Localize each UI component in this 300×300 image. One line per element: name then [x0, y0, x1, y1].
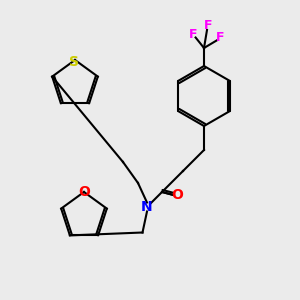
Text: S: S: [68, 55, 79, 68]
Text: F: F: [204, 19, 213, 32]
Text: O: O: [78, 185, 90, 199]
Text: N: N: [141, 200, 153, 214]
Text: F: F: [189, 28, 198, 41]
Text: O: O: [171, 188, 183, 202]
Text: F: F: [216, 31, 225, 44]
